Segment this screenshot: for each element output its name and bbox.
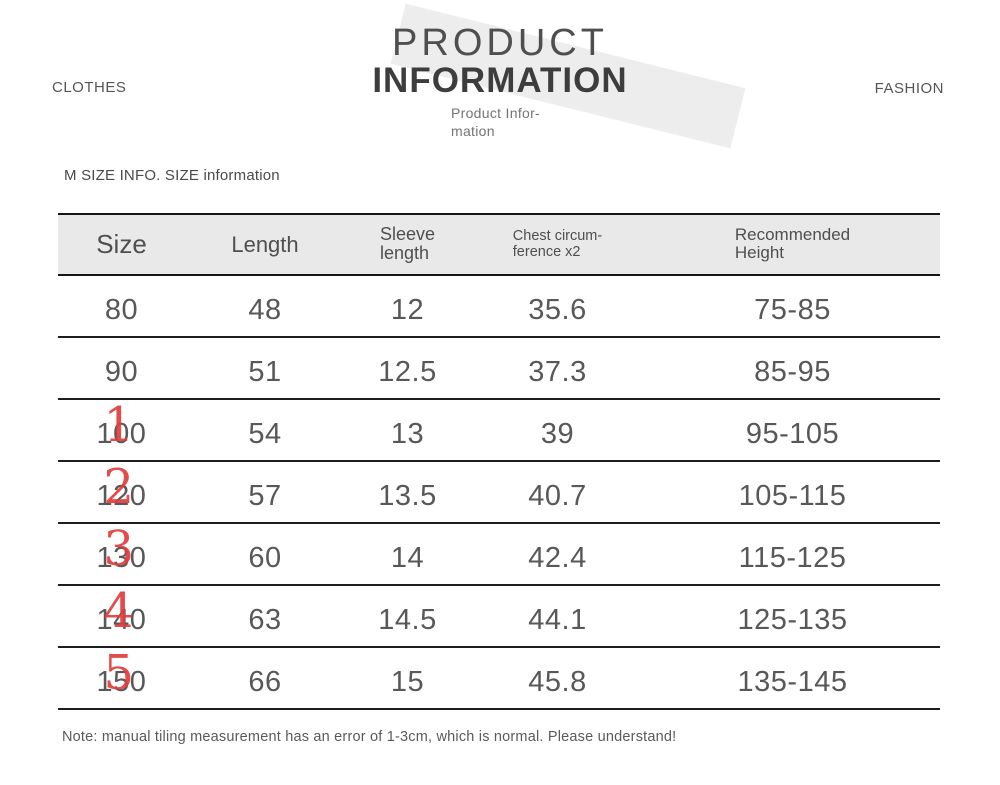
- cell-size: 100 1: [58, 399, 185, 461]
- column-header-chest-circumference: Chest circum-ference x2: [470, 214, 645, 275]
- cell-size: 150 5: [58, 647, 185, 709]
- cell-length: 60: [248, 541, 282, 574]
- page-subtitle-line1: Product Infor-: [451, 105, 541, 121]
- column-header-size: Size: [58, 214, 185, 275]
- cell-length: 63: [248, 603, 282, 636]
- page-title: PRODUCT INFORMATION: [0, 24, 1000, 100]
- size-info-section-label: M SIZE INFO. SIZE information: [64, 167, 280, 184]
- cell-recommended-height: 75-85: [754, 293, 831, 326]
- measurement-note: Note: manual tiling measurement has an e…: [62, 729, 677, 745]
- page-subtitle: Product Infor- mation: [451, 105, 540, 140]
- page-title-line2: INFORMATION: [372, 61, 628, 100]
- cell-size: 90: [58, 337, 185, 399]
- cell-recommended-height: 115-125: [738, 541, 847, 574]
- size-value: 100: [96, 417, 147, 450]
- table-row-size-150: 150 5 66 15 45.8 135-145: [58, 647, 940, 709]
- cell-length: 66: [248, 665, 282, 698]
- size-table: Size Length Sleeve length Chest circum-fe…: [58, 213, 940, 710]
- table-row-size-130: 130 3 60 14 42.4 115-125: [58, 523, 940, 585]
- cell-size: 140 4: [58, 585, 185, 647]
- cell-chest-circumference: 42.4: [528, 541, 587, 574]
- cell-sleeve-length: 14: [390, 541, 425, 574]
- column-header-height-line2: Height: [734, 243, 784, 263]
- column-header-sleeve-length: Sleeve length: [345, 214, 470, 275]
- cell-chest-circumference: 45.8: [528, 665, 587, 698]
- size-value: 90: [104, 355, 139, 388]
- cell-length: 57: [248, 479, 282, 512]
- cell-recommended-height: 85-95: [754, 355, 831, 388]
- table-row-size-100: 100 1 54 13 39 95-105: [58, 399, 940, 461]
- size-value: 120: [96, 479, 147, 512]
- column-header-size-text: Size: [96, 229, 147, 259]
- size-value: 150: [96, 665, 147, 698]
- column-header-sleeve-line2: length: [379, 243, 430, 264]
- cell-size: 80: [58, 275, 185, 337]
- column-header-length: Length: [185, 214, 345, 275]
- cell-chest-circumference: 35.6: [528, 293, 587, 326]
- cell-sleeve-length: 12.5: [378, 355, 437, 388]
- cell-chest-circumference: 37.3: [528, 355, 587, 388]
- cell-sleeve-length: 13.5: [378, 479, 437, 512]
- cell-chest-circumference: 44.1: [528, 603, 587, 636]
- page-subtitle-line2: mation: [451, 122, 495, 139]
- cell-length: 51: [248, 355, 282, 388]
- column-header-recommended-height: Recommended Height: [645, 214, 940, 275]
- cell-sleeve-length: 13: [390, 417, 425, 450]
- cell-recommended-height: 125-135: [737, 603, 848, 636]
- column-header-chest-line1: Chest circum-: [512, 227, 603, 244]
- brand-label-clothes: CLOTHES: [52, 79, 127, 96]
- cell-chest-circumference: 40.7: [528, 479, 587, 512]
- size-table-header-row: Size Length Sleeve length Chest circum-fe…: [58, 214, 940, 275]
- size-value: 140: [96, 603, 147, 636]
- table-row-size-120: 120 2 57 13.5 40.7 105-115: [58, 461, 940, 523]
- column-header-chest-line2: ference x2: [512, 243, 581, 260]
- column-header-height-line1: Recommended: [734, 224, 851, 244]
- table-row-size-140: 140 4 63 14.5 44.1 125-135: [58, 585, 940, 647]
- column-header-sleeve-line1: Sleeve: [379, 223, 436, 244]
- cell-chest-circumference: 39: [540, 417, 575, 450]
- cell-sleeve-length: 12: [390, 293, 425, 326]
- cell-size: 130 3: [58, 523, 185, 585]
- size-value: 130: [96, 541, 147, 574]
- page-title-line1: PRODUCT: [392, 22, 608, 64]
- cell-sleeve-length: 14.5: [378, 603, 437, 636]
- brand-label-fashion: FASHION: [874, 80, 944, 97]
- table-row-size-80: 80 48 12 35.6 75-85: [58, 275, 940, 337]
- cell-recommended-height: 95-105: [745, 417, 840, 450]
- cell-length: 54: [248, 417, 282, 450]
- cell-recommended-height: 135-145: [737, 665, 848, 698]
- size-value: 80: [104, 293, 139, 326]
- cell-length: 48: [248, 293, 282, 326]
- table-row-size-90: 90 51 12.5 37.3 85-95: [58, 337, 940, 399]
- cell-sleeve-length: 15: [390, 665, 425, 698]
- cell-recommended-height: 105-115: [738, 479, 847, 512]
- cell-size: 120 2: [58, 461, 185, 523]
- column-header-length-text: Length: [231, 231, 299, 257]
